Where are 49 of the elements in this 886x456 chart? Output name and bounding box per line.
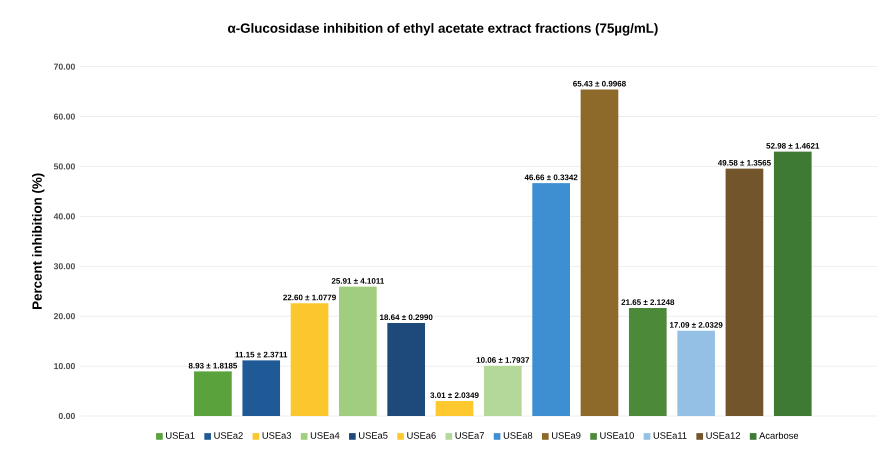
y-tick-label: 30.00 [54, 263, 75, 270]
data-label: 49.58 ± 1.3565 [718, 160, 771, 166]
bar [484, 366, 522, 416]
legend-label: USEa1 [166, 432, 195, 439]
y-tick-label: 0.00 [58, 412, 75, 420]
bar [387, 322, 426, 416]
legend-label: USEa5 [359, 432, 388, 439]
bar [242, 360, 280, 416]
y-tick-label: 20.00 [54, 313, 75, 320]
y-tick-label: 60.00 [54, 114, 75, 120]
data-label: 8.93 ± 1.8185 [188, 362, 238, 368]
data-label: 3.01 ± 2.0349 [430, 392, 479, 398]
y-axis-title: Percent inhibition (%) [32, 173, 44, 309]
legend-label: USEa12 [706, 432, 740, 439]
legend-label: USEa8 [504, 432, 532, 439]
bar [290, 303, 328, 416]
data-label: 65.43 ± 0.9968 [573, 80, 626, 87]
legend-label: USEa9 [552, 432, 580, 439]
y-tick-label: 40.00 [54, 213, 75, 220]
data-label: 10.06 ± 1.7937 [476, 357, 530, 363]
bar [580, 89, 618, 416]
bar [339, 286, 377, 416]
bar [628, 308, 667, 416]
bar [532, 183, 570, 416]
y-tick-label: 50.00 [54, 163, 75, 170]
chart-title: α-Glucosidase inhibition of ethyl acetate extract fractions (75µg/mL) [228, 23, 658, 36]
legend-label: USEa2 [214, 432, 243, 439]
data-label: 46.66 ± 0.3342 [524, 174, 578, 180]
legend-label: USEa10 [600, 432, 634, 439]
data-label: 17.09 ± 2.0329 [670, 322, 722, 328]
bar [774, 152, 812, 416]
data-label: 18.64 ± 0.2990 [380, 314, 433, 320]
data-label: 22.60 ± 1.0779 [283, 294, 336, 300]
bar [677, 330, 715, 416]
data-label: 21.65 ± 2.1248 [621, 299, 674, 306]
bar [436, 400, 474, 416]
data-label: 25.91 ± 4.1011 [332, 278, 384, 284]
legend-label: USEa4 [310, 432, 340, 439]
data-label: 11.15 ± 2.3711 [235, 352, 288, 358]
y-tick-label: 10.00 [54, 363, 75, 370]
legend-label: Acarbose [759, 432, 798, 439]
y-tick-label: 70.00 [54, 64, 75, 70]
bar [194, 371, 232, 416]
legend-label: USEa3 [262, 432, 292, 439]
data-label: 52.98 ± 1.4621 [766, 143, 820, 149]
bar [726, 168, 764, 416]
legend-label: USEa6 [407, 432, 436, 439]
legend-label: USEa11 [654, 432, 687, 439]
legend-label: USEa7 [456, 432, 484, 439]
